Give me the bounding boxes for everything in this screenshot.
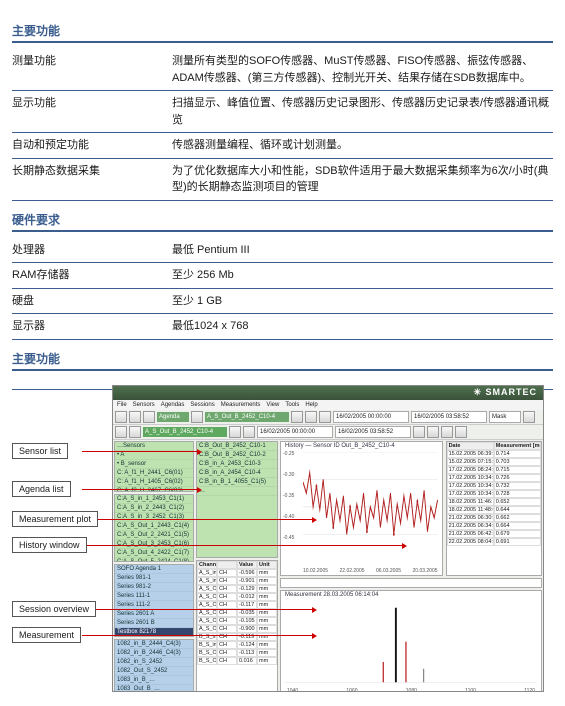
table-row: 自动和预定功能传感器测量编程、循环或计划测量。 xyxy=(12,133,553,159)
list-item[interactable]: C:A_S_Out_2_2421_C1(5) xyxy=(115,531,193,540)
agenda-list-2[interactable]: C:B_Out_B_2452_C10-1C:B_Out_B_2452_C10-2… xyxy=(196,441,278,559)
list-item[interactable]: Series 111-1 xyxy=(115,592,193,601)
section-title: 主要功能 xyxy=(12,22,553,43)
menu-item[interactable]: Measurements xyxy=(221,402,261,408)
list-item[interactable]: C: A_f1_H_1405_C6(02) xyxy=(115,478,193,487)
section-title-2: 主要功能 xyxy=(12,350,553,371)
list-item[interactable]: C:A_S_Out_5_2424_C1(8) xyxy=(115,558,193,562)
table-row: 显示器最低1024 x 768 xyxy=(12,314,553,340)
list-item[interactable]: 1082_in_S_2452 xyxy=(115,658,193,667)
table-row: 测量功能测量所有类型的SOFO传感器、MuST传感器、FISO传感器、振弦传感器… xyxy=(12,49,553,91)
list-item[interactable]: • A xyxy=(115,451,193,460)
callout-label: Measurement xyxy=(12,627,81,643)
table-row: 硬盘至少 1 GB xyxy=(12,289,553,315)
list-item[interactable]: 1082_in_B_2444_C4(3) xyxy=(115,640,193,649)
session-list[interactable]: SOFO Agenda 1Series 981-1Series 981-2Ser… xyxy=(114,564,194,637)
history-window[interactable]: DateMeasurement [mm]15.02.2005 06:39:100… xyxy=(446,441,542,577)
measurement-list[interactable]: 1082_in_B_2444_C4(3)1082_in_B_2446_C4(3)… xyxy=(114,639,194,692)
brand-logo: ✳ SMARTEC xyxy=(473,387,537,398)
menu-item[interactable]: Sensors xyxy=(133,402,155,408)
menu-item[interactable]: Sessions xyxy=(190,402,214,408)
menu-bar[interactable]: File Sensors Agendas Sessions Measurements Vi… xyxy=(113,400,543,410)
list-item[interactable]: C:A_S_in_2_2443_C1(2) xyxy=(115,504,193,513)
list-item[interactable]: …Sensors xyxy=(115,442,193,451)
menu-item[interactable]: File xyxy=(117,402,127,408)
list-item[interactable]: Series 2601 B xyxy=(115,619,193,628)
list-item[interactable]: SOFO Agenda 1 xyxy=(115,565,193,574)
callout-label: Agenda list xyxy=(12,481,71,497)
menu-item[interactable]: Tools xyxy=(285,402,299,408)
toolbar-2[interactable]: A_S_Out_B_2452_C10-4 16/02/2005 00:00:00… xyxy=(113,425,543,440)
session-overview-table[interactable]: ChannelValueUnitA_S_in_1_2452CH-0.596mmA… xyxy=(196,560,278,691)
sensor-list[interactable]: …Sensors• A• B_sensorC: A_f1_H_2441_C6(0… xyxy=(114,441,194,492)
list-item[interactable]: C:B_in_A_2454_C10-4 xyxy=(197,469,277,478)
left-panels: …Sensors• A• B_sensorC: A_f1_H_2441_C6(0… xyxy=(113,440,195,692)
list-item[interactable]: • B_sensor xyxy=(115,460,193,469)
callout-label: Session overview xyxy=(12,601,96,617)
list-item[interactable]: C:A_S_in_1_2453_C1(1) xyxy=(115,495,193,504)
callout-label: History window xyxy=(12,537,87,553)
agenda-list[interactable]: C:A_S_in_1_2453_C1(1)C:A_S_in_2_2443_C1(… xyxy=(114,494,194,562)
table-row: 处理器最低 Pentium III xyxy=(12,238,553,264)
list-item[interactable]: Series 981-2 xyxy=(115,583,193,592)
list-item[interactable]: 1083_in_B_… xyxy=(115,676,193,685)
table-row: RAM存储器至少 256 Mb xyxy=(12,263,553,289)
hardware-title: 硬件要求 xyxy=(12,211,553,232)
list-item[interactable]: 1082_Out_S_2452 xyxy=(115,667,193,676)
menu-item[interactable]: View xyxy=(266,402,279,408)
measurement-plot[interactable]: History — Sensor ID Out_B_2452_C10-4 -0.… xyxy=(280,441,443,577)
callout-label: Measurement plot xyxy=(12,511,98,527)
measurement-panel[interactable]: Measurement 28.03.2005 06:14:04 10401060… xyxy=(280,590,542,691)
list-item[interactable]: 1082_in_B_2446_C4(3) xyxy=(115,649,193,658)
list-item[interactable]: C: A_f1_H_2441_C6(01) xyxy=(115,469,193,478)
sofo-panel xyxy=(280,578,542,588)
list-item[interactable]: C:A_S_in_3_2452_C1(3) xyxy=(115,513,193,522)
list-item[interactable]: C:B_in_A_2453_C10-3 xyxy=(197,460,277,469)
menu-item[interactable]: Help xyxy=(305,402,317,408)
menu-item[interactable]: Agendas xyxy=(161,402,185,408)
list-item[interactable]: C:B_in_B_1_4055_C1(5) xyxy=(197,478,277,487)
callout-label: Sensor list xyxy=(12,443,68,459)
toolbar-1[interactable]: Agenda A_S_Out_B_2452_C10-4 16/02/2005 0… xyxy=(113,410,543,425)
title-bar: ✳ SMARTEC xyxy=(113,386,543,400)
table-row: 显示功能扫描显示、峰值位置、传感器历史记录图形、传感器历史记录表/传感器通讯概览 xyxy=(12,91,553,133)
list-item[interactable]: C:B_Out_B_2452_C10-1 xyxy=(197,442,277,451)
list-item[interactable]: Series 2601 A xyxy=(115,610,193,619)
list-item[interactable]: C:B_Out_B_2452_C10-2 xyxy=(197,451,277,460)
table-row: 长期静态数据采集为了优化数据库大小和性能，SDB软件适用于最大数据采集频率为6次… xyxy=(12,159,553,201)
list-item[interactable]: 1083_Out_B_… xyxy=(115,685,193,692)
list-item[interactable]: … xyxy=(197,487,277,496)
app-window: ✳ SMARTEC File Sensors Agendas Sessions Meas… xyxy=(112,385,544,692)
list-item[interactable]: C:A_S_Out_1_2443_C1(4) xyxy=(115,522,193,531)
list-item[interactable]: Series 981-1 xyxy=(115,574,193,583)
list-item[interactable]: C:A_S_Out_4_2422_C1(7) xyxy=(115,549,193,558)
